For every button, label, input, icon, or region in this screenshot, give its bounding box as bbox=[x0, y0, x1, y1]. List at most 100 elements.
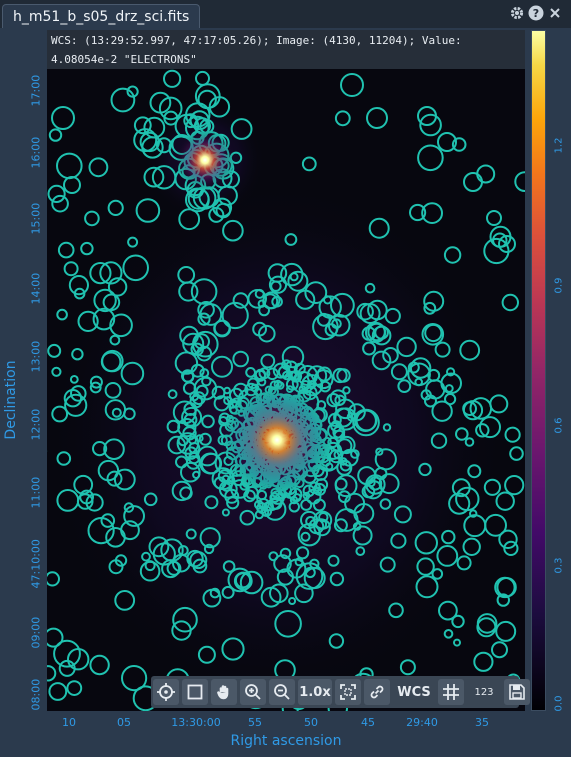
region-circle[interactable] bbox=[418, 462, 432, 477]
region-circle[interactable] bbox=[280, 262, 304, 287]
region-circle[interactable] bbox=[226, 475, 236, 485]
region-circle[interactable] bbox=[279, 547, 292, 560]
region-circle[interactable] bbox=[64, 393, 88, 417]
region-circle[interactable] bbox=[328, 633, 345, 649]
region-circle[interactable] bbox=[455, 427, 469, 441]
region-circle[interactable] bbox=[301, 156, 317, 172]
region-circle[interactable] bbox=[498, 529, 518, 549]
region-circle[interactable] bbox=[443, 629, 454, 639]
region-circle[interactable] bbox=[47, 665, 57, 682]
region-circle[interactable] bbox=[444, 384, 454, 393]
region-circle[interactable] bbox=[141, 136, 164, 159]
region-circle[interactable] bbox=[166, 561, 182, 576]
region-circle[interactable] bbox=[195, 434, 204, 443]
region-circle[interactable] bbox=[295, 289, 316, 310]
region-circle[interactable] bbox=[127, 236, 139, 248]
region-circle[interactable] bbox=[257, 377, 267, 387]
region-circle[interactable] bbox=[453, 638, 461, 647]
region-circle[interactable] bbox=[201, 376, 212, 387]
region-circle[interactable] bbox=[89, 375, 103, 389]
region-circle[interactable] bbox=[89, 381, 102, 394]
region-circle[interactable] bbox=[208, 206, 225, 223]
region-circle[interactable] bbox=[56, 451, 72, 466]
region-circle[interactable] bbox=[99, 261, 123, 285]
close-icon[interactable] bbox=[546, 4, 563, 21]
region-circle[interactable] bbox=[163, 69, 182, 88]
region-circle[interactable] bbox=[114, 590, 136, 611]
help-icon[interactable]: ? bbox=[527, 4, 544, 21]
region-circle[interactable] bbox=[390, 363, 408, 381]
region-circle[interactable] bbox=[336, 438, 353, 454]
region-circle[interactable] bbox=[316, 366, 332, 382]
region-circle[interactable] bbox=[423, 290, 445, 312]
region-circle[interactable] bbox=[414, 531, 438, 555]
region-circle[interactable] bbox=[47, 184, 66, 203]
region-circle[interactable] bbox=[197, 445, 218, 467]
region-circle[interactable] bbox=[92, 441, 108, 457]
region-circle[interactable] bbox=[47, 571, 60, 587]
region-circle[interactable] bbox=[446, 367, 456, 377]
region-circle[interactable] bbox=[211, 355, 233, 378]
region-circle[interactable] bbox=[297, 523, 321, 547]
region-circle[interactable] bbox=[221, 301, 249, 330]
region-circle[interactable] bbox=[436, 545, 459, 567]
region-circle[interactable] bbox=[51, 405, 69, 423]
region-circle[interactable] bbox=[431, 568, 444, 580]
region-circle[interactable] bbox=[262, 293, 279, 310]
region-circle[interactable] bbox=[103, 438, 125, 461]
zoom-in-icon[interactable] bbox=[240, 679, 266, 705]
gear-icon[interactable] bbox=[508, 4, 525, 21]
region-circle[interactable] bbox=[221, 482, 232, 492]
region-circle[interactable] bbox=[300, 531, 311, 542]
region-circle[interactable] bbox=[423, 301, 437, 315]
region-circle[interactable] bbox=[180, 461, 201, 483]
region-circle[interactable] bbox=[268, 551, 279, 562]
region-circle[interactable] bbox=[397, 379, 412, 394]
region-circle[interactable] bbox=[177, 266, 196, 284]
region-circle[interactable] bbox=[479, 416, 501, 439]
region-circle[interactable] bbox=[260, 353, 276, 369]
region-circle[interactable] bbox=[221, 585, 235, 599]
region-circle[interactable] bbox=[509, 446, 524, 461]
region-circle[interactable] bbox=[109, 313, 133, 338]
region-circle[interactable] bbox=[271, 295, 283, 308]
region-circle[interactable] bbox=[48, 682, 68, 701]
region-circle[interactable] bbox=[323, 295, 333, 305]
region-circle[interactable] bbox=[48, 128, 63, 142]
region-circle[interactable] bbox=[197, 645, 216, 664]
region-circle[interactable] bbox=[289, 272, 299, 282]
region-circle[interactable] bbox=[443, 246, 462, 264]
region-circle[interactable] bbox=[368, 217, 390, 239]
region-circle[interactable] bbox=[160, 538, 184, 562]
region-circle[interactable] bbox=[120, 361, 145, 386]
region-circle[interactable] bbox=[171, 480, 193, 502]
region-circle[interactable] bbox=[495, 491, 515, 511]
region-circle[interactable] bbox=[286, 558, 307, 579]
region-circle[interactable] bbox=[494, 576, 516, 599]
region-circle[interactable] bbox=[56, 489, 80, 512]
region-circle[interactable] bbox=[47, 343, 62, 358]
region-circle[interactable] bbox=[230, 118, 253, 140]
region-circle[interactable] bbox=[63, 261, 79, 277]
region-circle[interactable] bbox=[111, 407, 122, 418]
region-circle[interactable] bbox=[350, 449, 360, 459]
region-circle[interactable] bbox=[123, 502, 135, 513]
region-circle[interactable] bbox=[300, 498, 313, 511]
region-circle[interactable] bbox=[340, 73, 364, 97]
region-circle[interactable] bbox=[252, 321, 268, 337]
region-circle[interactable] bbox=[362, 341, 377, 356]
region-circle[interactable] bbox=[498, 235, 516, 253]
region-circle[interactable] bbox=[107, 277, 128, 297]
region-circle[interactable] bbox=[185, 528, 197, 540]
region-circle[interactable] bbox=[379, 556, 396, 573]
region-circle[interactable] bbox=[484, 513, 508, 537]
link-icon[interactable] bbox=[364, 679, 390, 705]
region-circle[interactable] bbox=[331, 318, 342, 330]
region-circle[interactable] bbox=[312, 313, 339, 341]
region-circle[interactable] bbox=[344, 492, 366, 514]
region-circle[interactable] bbox=[88, 157, 109, 178]
region-circle[interactable] bbox=[133, 116, 152, 135]
region-circle[interactable] bbox=[390, 532, 407, 549]
region-circle[interactable] bbox=[336, 368, 351, 383]
region-circle[interactable] bbox=[63, 389, 83, 408]
